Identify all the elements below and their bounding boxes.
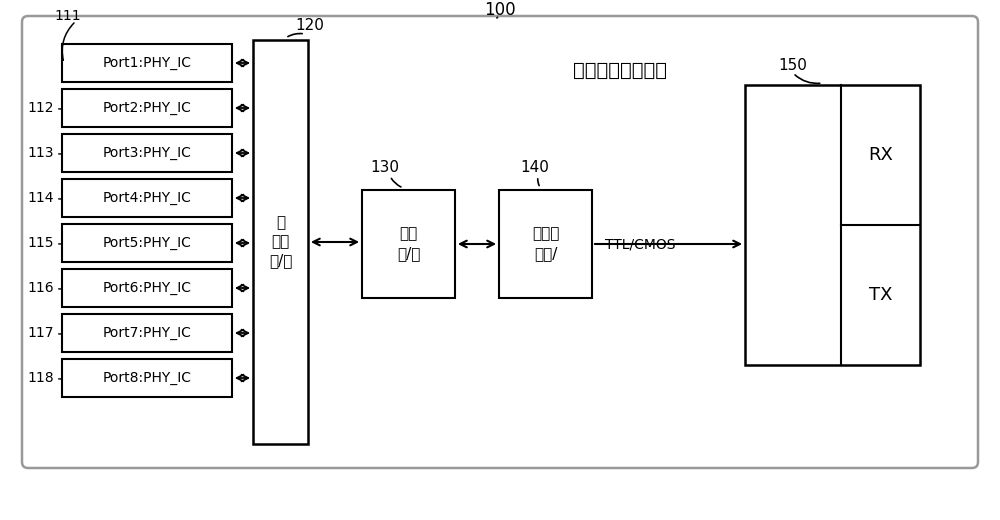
Text: 114: 114 (28, 191, 54, 205)
Text: 116: 116 (27, 281, 54, 295)
Bar (62, 224, 232, 262)
Text: TX: TX (869, 286, 892, 304)
Text: 码器: 码器 (399, 227, 418, 241)
Text: 器: 器 (276, 215, 285, 230)
Bar (62, 134, 232, 172)
Text: 编/解: 编/解 (397, 246, 420, 262)
Text: Port5:PHY_IC: Port5:PHY_IC (103, 236, 191, 250)
Text: 解调器: 解调器 (532, 227, 559, 241)
Text: Port1:PHY_IC: Port1:PHY_IC (103, 56, 192, 70)
Bar (62, 89, 232, 127)
Text: Port3:PHY_IC: Port3:PHY_IC (103, 146, 191, 160)
Text: 并/串: 并/串 (269, 253, 292, 268)
Text: 调制/: 调制/ (534, 246, 557, 262)
Bar (253, 40, 308, 444)
Text: TTL/CMOS: TTL/CMOS (605, 237, 675, 251)
Text: RX: RX (868, 146, 893, 164)
Text: Port2:PHY_IC: Port2:PHY_IC (103, 101, 191, 115)
Text: Port8:PHY_IC: Port8:PHY_IC (103, 371, 192, 385)
Text: 117: 117 (28, 326, 54, 340)
Bar (62, 44, 232, 82)
Text: 信号接收发送装置: 信号接收发送装置 (573, 60, 667, 80)
Bar (745, 85, 920, 365)
Text: 100: 100 (484, 1, 516, 19)
Text: Port4:PHY_IC: Port4:PHY_IC (103, 191, 191, 205)
Text: 118: 118 (27, 371, 54, 385)
Text: 115: 115 (28, 236, 54, 250)
Bar (62, 314, 232, 352)
Bar (62, 179, 232, 217)
Text: 140: 140 (521, 161, 549, 175)
FancyBboxPatch shape (22, 16, 978, 468)
Text: 112: 112 (28, 101, 54, 115)
Bar (362, 190, 455, 298)
Text: 150: 150 (779, 58, 807, 72)
Text: 111: 111 (55, 9, 81, 23)
Bar (62, 269, 232, 307)
Bar (499, 190, 592, 298)
Text: 130: 130 (370, 161, 400, 175)
Text: 113: 113 (28, 146, 54, 160)
Text: 转换: 转换 (271, 235, 290, 250)
Text: Port7:PHY_IC: Port7:PHY_IC (103, 326, 191, 340)
Bar (62, 359, 232, 397)
Text: Port6:PHY_IC: Port6:PHY_IC (103, 281, 192, 295)
Text: 120: 120 (296, 19, 324, 33)
